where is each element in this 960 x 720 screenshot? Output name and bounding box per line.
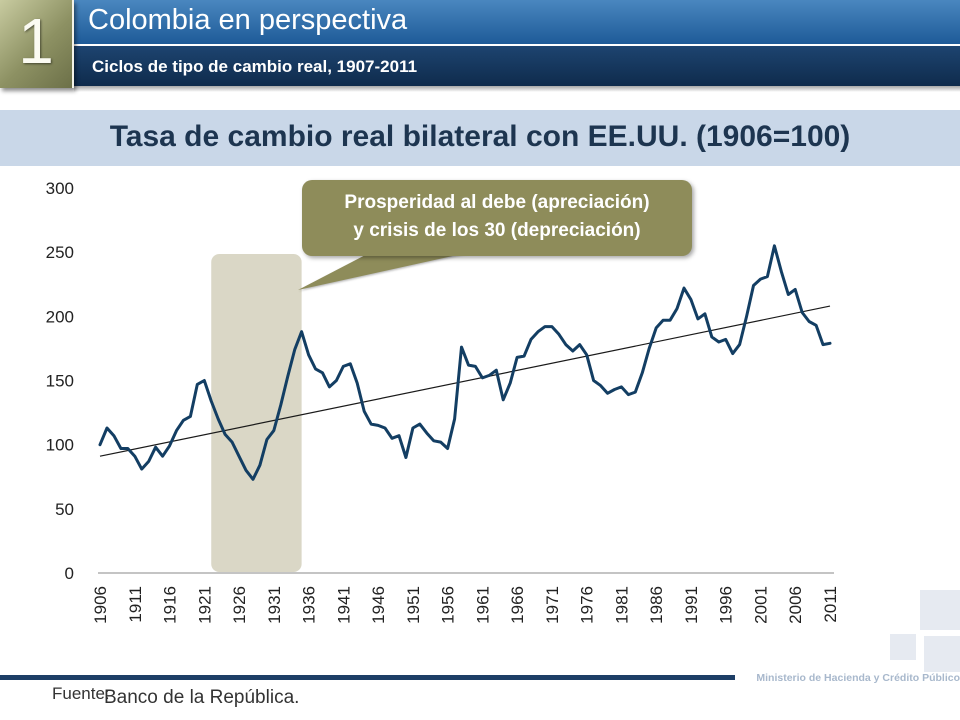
source-label: Fuente: — [52, 684, 110, 703]
x-tick-label: 1951 — [404, 586, 423, 624]
x-tick-label: 1986 — [647, 586, 666, 624]
x-tick-label: 1981 — [612, 586, 631, 624]
y-tick-label: 0 — [65, 564, 74, 583]
x-tick-label: 1976 — [578, 586, 597, 624]
callout-text-line: y crisis de los 30 (depreciación) — [353, 220, 640, 241]
x-tick-label: 1911 — [126, 586, 145, 623]
x-tick-label: 1941 — [334, 586, 353, 624]
header-shadow — [74, 86, 960, 92]
section-number-badge: 1 — [0, 0, 74, 88]
x-tick-label: 1906 — [91, 586, 110, 624]
highlight-band — [211, 254, 302, 572]
y-tick-label: 300 — [46, 179, 74, 198]
page-title: Colombia en perspectiva — [88, 4, 408, 36]
subheader-bar — [74, 46, 960, 86]
x-tick-label: 2011 — [821, 586, 840, 623]
y-tick-label: 100 — [46, 436, 74, 455]
x-tick-label: 1931 — [265, 586, 284, 624]
y-tick-label: 150 — [46, 372, 74, 391]
callout-text-line: Prosperidad al debe (apreciación) — [344, 192, 649, 213]
x-tick-label: 2001 — [751, 586, 770, 624]
y-tick-label: 250 — [46, 243, 74, 262]
section-number: 1 — [18, 5, 54, 77]
decorative-blocks — [880, 590, 960, 680]
series-line — [98, 244, 832, 481]
chart-title: Tasa de cambio real bilateral con EE.UU.… — [109, 120, 851, 153]
x-tick-label: 2006 — [786, 586, 805, 624]
x-tick-label: 1991 — [682, 586, 701, 624]
callout-pointer — [298, 250, 480, 290]
y-tick-label: 50 — [55, 500, 74, 519]
x-tick-label: 1966 — [508, 586, 527, 624]
header-bar — [74, 0, 960, 44]
source-value: Banco de la República. — [104, 687, 300, 708]
x-tick-label: 1961 — [473, 586, 492, 624]
callout-box — [302, 180, 692, 256]
x-tick-label: 1946 — [369, 586, 388, 624]
trend-line — [99, 305, 831, 457]
page-subtitle: Ciclos de tipo de cambio real, 1907-2011 — [92, 57, 418, 76]
x-tick-label: 1936 — [300, 586, 319, 624]
y-tick-label: 200 — [46, 307, 74, 326]
footer-divider — [0, 675, 735, 680]
ministry-logo-text: Ministerio de Hacienda y Crédito Público — [756, 672, 960, 684]
x-tick-label: 1921 — [195, 586, 214, 624]
x-tick-label: 1956 — [439, 586, 458, 624]
x-tick-label: 1926 — [230, 586, 249, 624]
x-tick-label: 1971 — [543, 586, 562, 624]
x-tick-label: 1916 — [161, 586, 180, 624]
chart-title-band — [0, 110, 960, 166]
x-tick-label: 1996 — [717, 586, 736, 624]
